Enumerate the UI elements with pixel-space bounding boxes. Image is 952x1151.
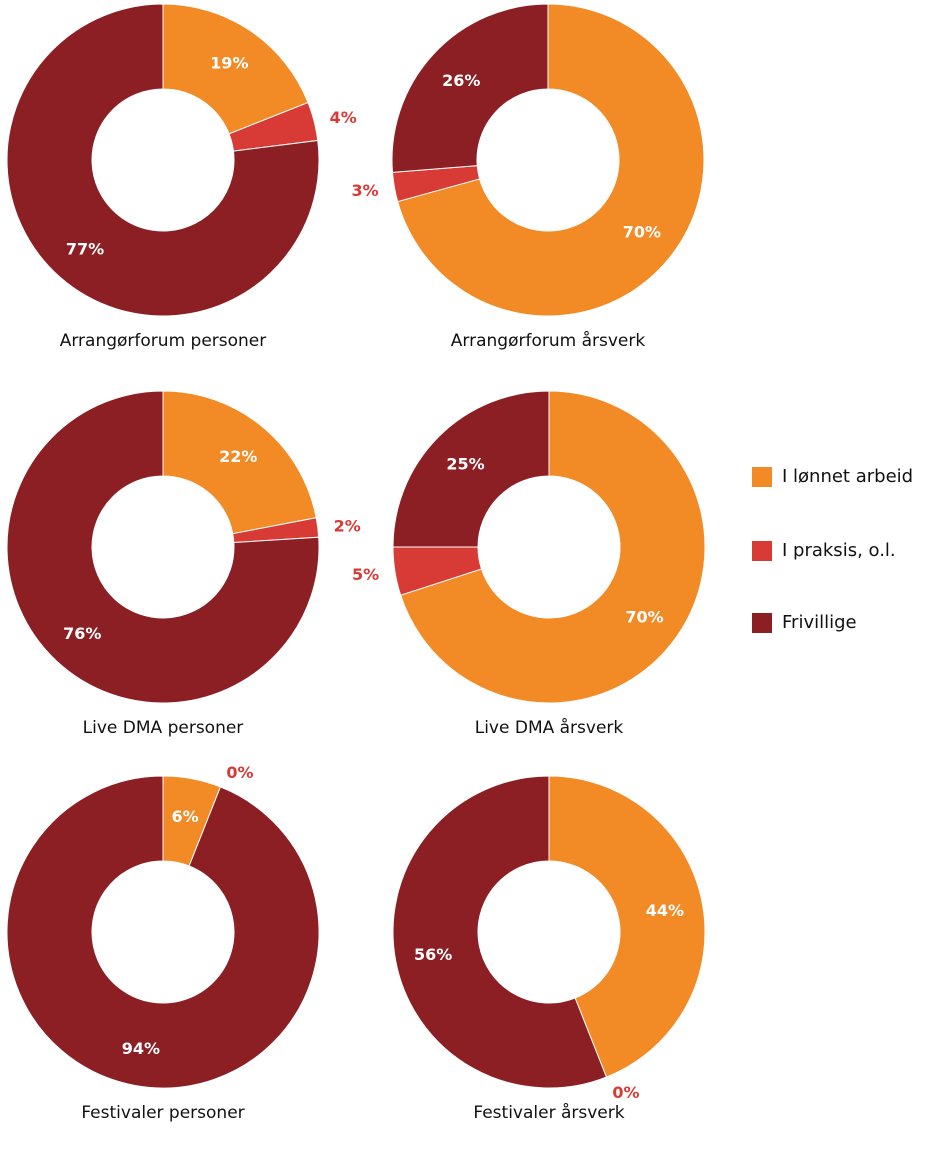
data-label-i-praksis-o-l: 5%: [352, 565, 379, 584]
data-label-i-l-nnet-arbeid: 44%: [646, 901, 684, 920]
slice-i-l-nnet-arbeid: [397, 3, 705, 317]
data-label-frivillige: 25%: [446, 455, 484, 474]
chart-title: Live DMA årsverk: [475, 717, 624, 738]
data-label-i-praksis-o-l: 3%: [351, 181, 378, 200]
chart-title: Festivaler personer: [81, 1103, 244, 1123]
slice-frivillige: [391, 3, 549, 173]
legend-item-paid: I lønnet arbeid: [752, 465, 952, 489]
legend-item-volunteers: Frivillige: [752, 611, 952, 635]
data-label-i-l-nnet-arbeid: 6%: [172, 807, 199, 826]
slice-i-l-nnet-arbeid: [400, 390, 706, 704]
slice-frivillige: [6, 390, 320, 704]
data-label-i-praksis-o-l: 4%: [330, 108, 357, 127]
donut-chart-live-dma-rsverk: 70% 5% 25% Live DMA årsverk: [352, 390, 706, 738]
donut-chart-festivaler-personer: 6% 0% 94% Festivaler personer: [6, 763, 320, 1123]
data-label-i-praksis-o-l: 0%: [226, 763, 253, 782]
donut-chart-live-dma-personer: 22% 2% 76% Live DMA personer: [6, 390, 361, 738]
data-label-frivillige: 94%: [122, 1039, 160, 1058]
legend-item-internship: I praksis, o.l.: [752, 539, 952, 563]
slice-i-l-nnet-arbeid: [548, 775, 706, 1078]
data-label-i-l-nnet-arbeid: 22%: [219, 447, 257, 466]
data-label-frivillige: 26%: [442, 71, 480, 90]
legend-label-paid: I lønnet arbeid: [782, 466, 914, 487]
data-label-i-l-nnet-arbeid: 70%: [623, 222, 661, 241]
legend-label-internship: I praksis, o.l.: [782, 540, 896, 561]
legend-swatch-volunteers: [752, 613, 772, 633]
chart-title: Arrangørforum personer: [60, 331, 267, 351]
chart-title: Festivaler årsverk: [473, 1102, 624, 1123]
donut-chart-arrang-rforum-rsverk: 70% 3% 26% Arrangørforum årsverk: [351, 3, 705, 351]
donut-chart-festivaler-rsverk: 44% 0% 56% Festivaler årsverk: [392, 775, 706, 1123]
data-label-i-l-nnet-arbeid: 19%: [210, 53, 248, 72]
slice-frivillige: [392, 775, 608, 1089]
legend-swatch-paid: [752, 467, 772, 487]
donut-chart-arrang-rforum-personer: 19% 4% 77% Arrangørforum personer: [6, 3, 357, 351]
slice-i-l-nnet-arbeid: [162, 390, 317, 535]
chart-title: Live DMA personer: [83, 718, 244, 738]
chart-title: Arrangørforum årsverk: [451, 330, 646, 351]
data-label-i-l-nnet-arbeid: 70%: [625, 607, 663, 626]
data-label-i-praksis-o-l: 2%: [334, 516, 361, 535]
legend-label-volunteers: Frivillige: [782, 612, 857, 633]
data-label-frivillige: 76%: [63, 624, 101, 643]
slice-frivillige: [6, 775, 320, 1089]
data-label-frivillige: 56%: [414, 945, 452, 964]
data-label-i-praksis-o-l: 0%: [612, 1083, 639, 1102]
slice-frivillige: [392, 390, 550, 548]
slice-frivillige: [6, 3, 320, 317]
slice-i-l-nnet-arbeid: [162, 3, 309, 135]
data-label-frivillige: 77%: [66, 240, 104, 259]
legend-swatch-internship: [752, 541, 772, 561]
